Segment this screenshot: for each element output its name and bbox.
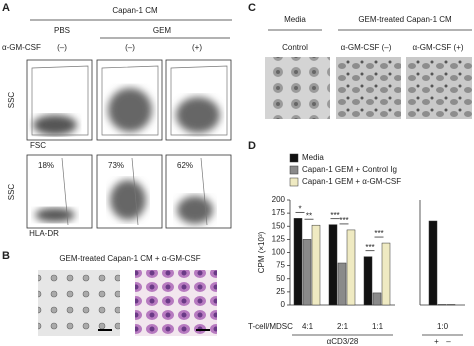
x-tick-label: 1:0 (437, 322, 449, 331)
group-label: αCD3/28 (327, 337, 359, 346)
panel-label: D (248, 140, 256, 152)
y-tick-label: 75 (276, 261, 285, 270)
significance: *** (374, 229, 383, 238)
legend-swatch (289, 153, 299, 163)
bar (428, 220, 438, 306)
significance: ** (306, 211, 312, 220)
condition: (+) (192, 43, 202, 52)
x-tick-label: 4:1 (302, 322, 314, 331)
significance: *** (365, 243, 374, 252)
micrograph (265, 57, 330, 119)
panel-label: C (248, 2, 256, 14)
y-tick-label: 150 (272, 221, 286, 230)
bar (372, 292, 382, 306)
bar (363, 256, 373, 306)
y-tick-label: 125 (272, 234, 286, 243)
x-tick-label: 1:1 (372, 322, 384, 331)
condition: (–) (125, 43, 135, 52)
significance: *** (339, 216, 348, 225)
axis-label: HLA-DR (29, 229, 59, 238)
axis-label: SSC (7, 184, 16, 201)
axis-label: FSC (30, 141, 46, 150)
y-tick-label: 25 (276, 287, 285, 296)
x-tick-label: 2:1 (337, 322, 349, 331)
y-tick-label: 50 (276, 274, 285, 283)
sign: + (434, 337, 439, 346)
y-tick-label: 0 (281, 300, 286, 309)
group: GEM-treated Capan-1 CM (358, 15, 452, 24)
bar (381, 242, 391, 306)
bar (437, 304, 447, 306)
caption: GEM-treated Capan-1 CM + α-GM-CSF (59, 254, 200, 263)
micrograph (406, 57, 472, 119)
condition: (–) (57, 43, 67, 52)
micrograph (38, 270, 120, 336)
group: GEM (153, 26, 172, 35)
bar (446, 304, 456, 306)
bar-chart: Media Capan-1 GEM + Control Ig Capan-1 GEM… (248, 153, 465, 346)
y-tick-label: 100 (272, 248, 286, 257)
y-tick-label: 175 (272, 208, 286, 217)
significance: *** (330, 211, 339, 220)
percentage: 73% (108, 161, 124, 170)
header: Capan-1 CM (112, 6, 158, 15)
legend-label: Media (302, 153, 324, 162)
y-tick-label: 200 (272, 195, 286, 204)
row-label: α-GM-CSF (2, 43, 41, 52)
condition: Control (282, 43, 308, 52)
y-axis-label: CPM (×10³) (257, 231, 266, 273)
sign: – (446, 337, 451, 346)
bar (311, 224, 321, 306)
panel-label: A (2, 2, 10, 14)
micrograph (135, 270, 217, 336)
panel-label: B (2, 250, 10, 262)
category-axis-label: T-cell/MDSC (248, 322, 293, 331)
percentage: 62% (177, 161, 193, 170)
bar (337, 262, 347, 306)
legend-swatch (289, 165, 299, 175)
legend-swatch (289, 177, 299, 187)
group: Media (284, 15, 306, 24)
bar (328, 224, 338, 306)
percentage: 18% (38, 161, 54, 170)
flow-plots (26, 59, 232, 229)
bar (293, 218, 303, 306)
group: PBS (54, 26, 70, 35)
bar (346, 229, 356, 306)
significance: * (298, 204, 301, 213)
legend-label: Capan-1 GEM + Control Ig (302, 165, 397, 174)
condition: α-GM-CSF (+) (412, 43, 463, 52)
bar (302, 239, 312, 306)
condition: α-GM-CSF (–) (341, 43, 392, 52)
legend-label: Capan-1 GEM + α-GM-CSF (302, 177, 401, 186)
micrograph (336, 57, 401, 119)
axis-label: SSC (7, 92, 16, 109)
